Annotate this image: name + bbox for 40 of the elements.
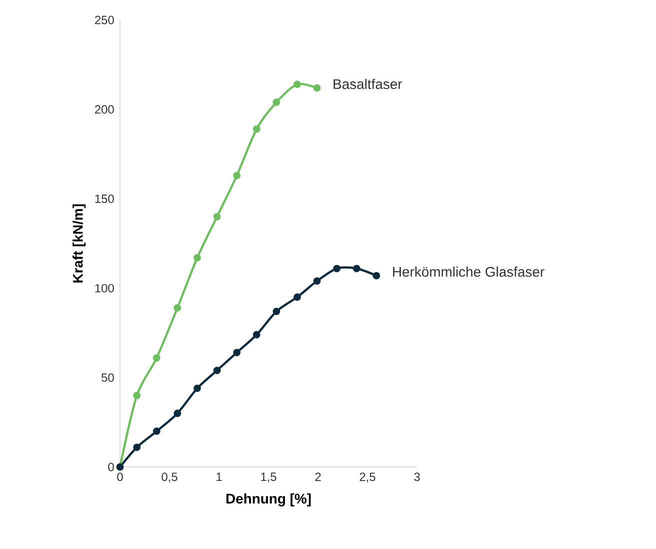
point bbox=[333, 264, 341, 272]
x-tick-label: 1 bbox=[216, 472, 222, 481]
y-tick-label: 0 bbox=[108, 462, 114, 472]
point bbox=[233, 348, 241, 356]
x-tick-label: 1,5 bbox=[261, 472, 276, 482]
point bbox=[194, 384, 201, 392]
point bbox=[294, 80, 301, 88]
y-tick-label: 50 bbox=[102, 373, 114, 382]
point bbox=[152, 354, 160, 362]
series-label: Basaltfaser bbox=[334, 78, 402, 90]
y-tick-label: 100 bbox=[95, 284, 114, 292]
point bbox=[233, 172, 241, 180]
x-tick-label: 3 bbox=[414, 472, 420, 482]
point bbox=[294, 293, 301, 301]
y-tick-label: 250 bbox=[95, 16, 114, 24]
x-tick-label: 2,5 bbox=[360, 472, 376, 483]
x-tick-label: 0,5 bbox=[162, 472, 178, 483]
x-tick-label: 2 bbox=[315, 472, 321, 481]
point bbox=[133, 392, 141, 400]
point bbox=[272, 308, 280, 316]
point bbox=[133, 444, 141, 452]
y-tick-label: 200 bbox=[95, 105, 114, 114]
point bbox=[194, 254, 201, 262]
x-axis-title: Dehnung [%] bbox=[226, 493, 311, 506]
y-axis-title: Kraft [kN/m] bbox=[72, 204, 86, 282]
point bbox=[372, 272, 380, 280]
y-tick-label: 150 bbox=[95, 194, 114, 204]
point bbox=[313, 277, 321, 285]
series-label: Herkömmliche Glasfaser bbox=[393, 266, 544, 277]
point bbox=[313, 84, 321, 92]
point bbox=[252, 125, 260, 133]
point bbox=[152, 428, 160, 435]
x-tick-label: 0 bbox=[117, 472, 123, 482]
point bbox=[213, 212, 221, 220]
point bbox=[213, 366, 221, 374]
point bbox=[174, 410, 182, 418]
point bbox=[252, 330, 260, 338]
point bbox=[352, 264, 360, 272]
point bbox=[272, 98, 280, 106]
point bbox=[174, 304, 182, 312]
